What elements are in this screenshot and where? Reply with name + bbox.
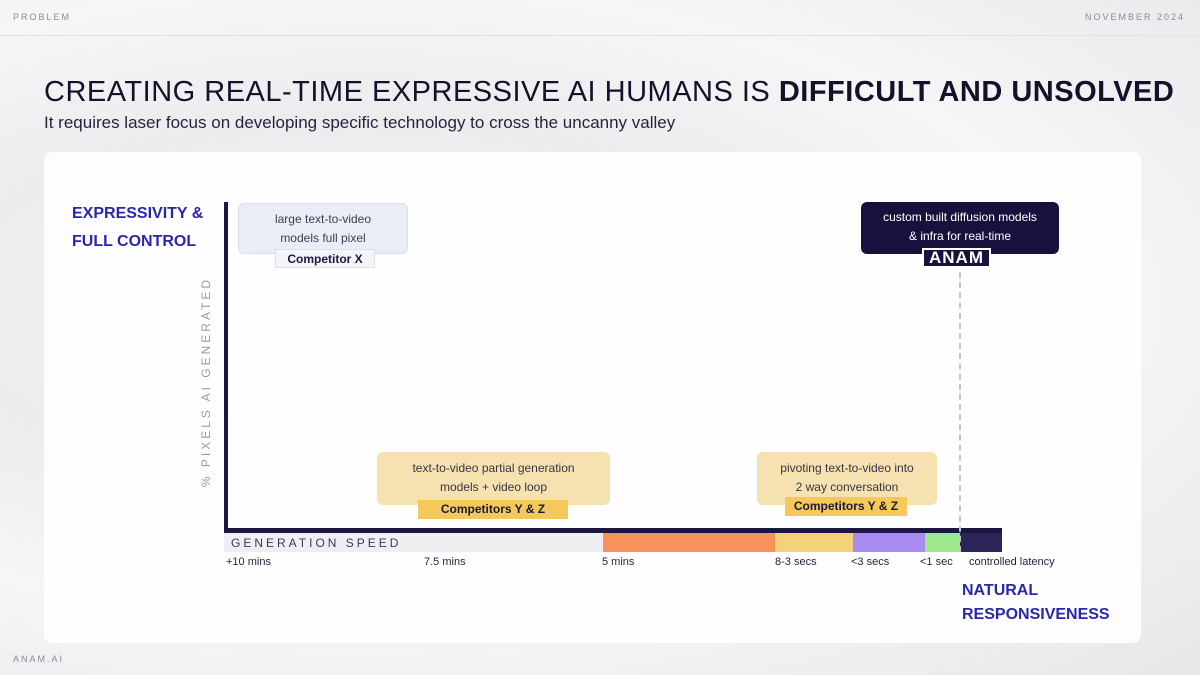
title-normal: CREATING REAL-TIME EXPRESSIVE AI HUMANS …: [44, 76, 779, 108]
card-line: models full pixel: [280, 231, 366, 245]
speed-segment-1sec: [925, 533, 960, 552]
tick-label: <3 secs: [851, 556, 890, 568]
y-heading-line1: EXPRESSIVITY &: [72, 205, 204, 222]
card-line: 2 way conversation: [795, 480, 899, 494]
footer-brand: ANAM.AI: [13, 654, 65, 664]
tick-label: <1 sec: [920, 556, 953, 568]
y-heading-line2: FULL CONTROL: [72, 233, 197, 250]
competitors-yz-pivot-tag: Competitors Y & Z: [785, 497, 907, 516]
x-axis-heading: NATURAL RESPONSIVENESS: [962, 579, 1110, 627]
date-label: NOVEMBER 2024: [1084, 12, 1185, 22]
slide-subtitle: It requires laser focus on developing sp…: [44, 113, 676, 132]
section-label: PROBLEM: [13, 12, 72, 22]
speed-segment-3sec: [853, 533, 925, 552]
card-line: & infra for real-time: [908, 229, 1012, 243]
card-line: models + video loop: [439, 480, 548, 494]
competitors-yz-partial-tag: Competitors Y & Z: [418, 500, 568, 519]
card-line: custom built diffusion models: [883, 210, 1037, 224]
tick-label: 5 mins: [602, 556, 635, 568]
competitors-yz-partial-card: text-to-video partial generation models …: [377, 452, 610, 505]
anam-dashed-line: [959, 262, 961, 552]
x-heading-line1: NATURAL: [962, 582, 1039, 599]
anam-tag: ANAM: [922, 248, 991, 268]
anam-card: custom built diffusion models & infra fo…: [861, 202, 1059, 254]
competitor-x-card: large text-to-video models full pixel: [238, 203, 408, 254]
x-axis-line: [224, 528, 1002, 533]
title-bold: DIFFICULT AND UNSOLVED: [778, 76, 1175, 108]
x-heading-line2: RESPONSIVENESS: [962, 606, 1110, 623]
tick-label: 8-3 secs: [775, 556, 817, 568]
speed-segment-controlled: [960, 533, 1002, 552]
speed-segment-slow: [224, 533, 603, 552]
card-line: pivoting text-to-video into: [780, 461, 914, 475]
competitors-yz-pivot-card: pivoting text-to-video into 2 way conver…: [757, 452, 937, 505]
tick-label: +10 mins: [226, 556, 271, 568]
speed-segment-5min: [603, 533, 775, 552]
card-line: text-to-video partial generation: [412, 461, 575, 475]
card-line: large text-to-video: [274, 212, 372, 226]
top-bar: PROBLEM NOVEMBER 2024: [0, 0, 1200, 36]
slide-title: CREATING REAL-TIME EXPRESSIVE AI HUMANS …: [44, 76, 1174, 109]
x-axis-title: GENERATION SPEED: [231, 536, 402, 550]
y-axis-line: [224, 202, 228, 532]
speed-bar: [224, 533, 1002, 552]
speed-segment-8-3sec: [775, 533, 853, 552]
tick-label: controlled latency: [969, 556, 1055, 568]
competitor-x-tag: Competitor X: [275, 249, 375, 268]
y-axis-heading: EXPRESSIVITY & FULL CONTROL: [72, 200, 203, 256]
y-axis-title: % PIXELS AI GENERATED: [199, 276, 213, 488]
tick-label: 7.5 mins: [424, 556, 466, 568]
